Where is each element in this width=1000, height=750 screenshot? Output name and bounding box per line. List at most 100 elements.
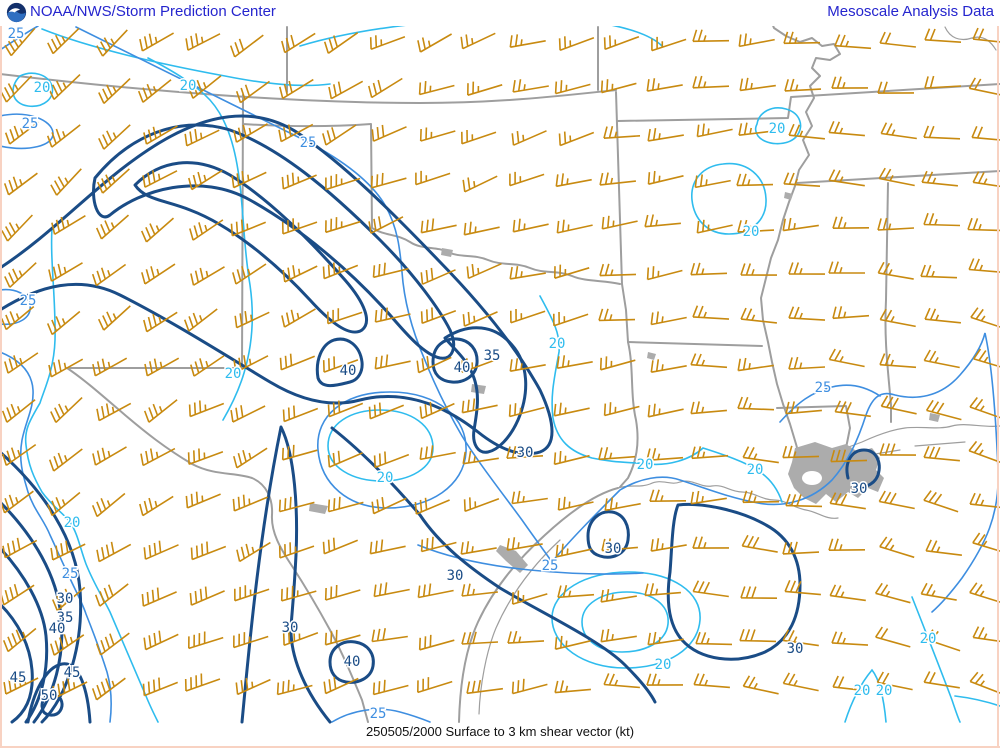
wind-barb xyxy=(553,450,590,466)
wind-barb xyxy=(694,174,731,189)
wind-barb xyxy=(460,358,497,373)
wind-barb xyxy=(418,634,455,651)
wind-barb xyxy=(828,261,865,274)
urban-okc xyxy=(441,248,453,257)
border-red-river xyxy=(371,227,621,285)
wind-barb xyxy=(511,678,548,695)
wind-barb xyxy=(50,397,83,423)
coast-texas xyxy=(458,487,619,723)
wind-barb xyxy=(601,538,638,552)
wind-barb xyxy=(282,629,319,646)
wind-barb xyxy=(511,490,548,505)
wind-barb xyxy=(230,219,266,237)
wind-barb xyxy=(556,219,593,234)
wind-barb xyxy=(692,29,730,43)
wind-barb xyxy=(278,123,314,143)
wind-barb xyxy=(878,490,915,510)
wind-barb xyxy=(279,78,314,100)
wind-barb xyxy=(598,308,636,322)
contour-label-40: 40 xyxy=(49,621,66,637)
wind-barb xyxy=(184,673,221,692)
contour-label-25: 25 xyxy=(20,293,37,309)
wind-barb xyxy=(461,398,498,414)
contour-30 xyxy=(240,425,332,724)
wind-barb xyxy=(782,672,819,692)
wind-barb xyxy=(142,170,178,188)
wind-barb xyxy=(46,310,81,336)
wind-barb xyxy=(972,27,1000,43)
wind-barb xyxy=(420,267,456,285)
contour-20 xyxy=(844,668,887,723)
urban-shreveport xyxy=(647,352,656,360)
wind-barb xyxy=(279,353,316,371)
wind-barb xyxy=(95,214,130,240)
wind-barb xyxy=(785,401,822,415)
wind-barb xyxy=(554,635,591,650)
wind-barb xyxy=(143,311,178,333)
wind-barb xyxy=(650,359,687,373)
wind-barb xyxy=(278,542,315,559)
wind-barb xyxy=(783,172,821,187)
wind-barb xyxy=(693,673,730,689)
wind-barb xyxy=(369,539,406,555)
wind-barb xyxy=(371,124,407,142)
contour-label-30: 30 xyxy=(282,620,299,636)
wind-barb xyxy=(829,584,866,602)
wind-barb xyxy=(190,541,227,561)
wind-barb xyxy=(788,262,826,275)
wind-barb xyxy=(143,540,179,560)
wind-barb xyxy=(920,582,957,601)
wind-barb xyxy=(692,305,730,320)
wind-barb xyxy=(879,353,917,369)
wind-barb xyxy=(188,169,223,191)
wind-barb xyxy=(880,395,917,415)
contour-label-20: 20 xyxy=(854,683,871,699)
wind-barb xyxy=(782,217,819,232)
wind-barb xyxy=(831,631,869,646)
wind-barb xyxy=(830,449,868,463)
wind-barb xyxy=(46,491,81,517)
wind-barb xyxy=(923,445,960,462)
contour-label-25: 25 xyxy=(22,116,39,132)
wind-barb xyxy=(189,586,225,606)
border-mississippi-river xyxy=(760,17,841,479)
wind-barb xyxy=(325,217,361,234)
wind-barb xyxy=(647,170,684,185)
wind-barb xyxy=(374,354,411,370)
wind-barb xyxy=(879,31,916,48)
wind-barb xyxy=(371,628,408,643)
wind-barb xyxy=(276,679,313,696)
wind-barb xyxy=(739,77,776,92)
contour-30 xyxy=(586,510,630,559)
wind-barb xyxy=(2,537,38,559)
wind-barb xyxy=(647,631,684,646)
wind-barb xyxy=(695,631,733,646)
wind-barb xyxy=(278,496,315,513)
wind-barb xyxy=(558,131,595,147)
urban-san-antonio xyxy=(309,503,328,514)
frame-left xyxy=(0,26,2,748)
wind-barb xyxy=(971,125,1000,141)
wind-barb xyxy=(831,76,869,89)
wind-barb xyxy=(370,172,407,189)
wind-barb xyxy=(47,27,80,55)
wind-barb xyxy=(461,583,498,597)
contour-40 xyxy=(328,640,375,684)
contour-label-20: 20 xyxy=(920,631,937,647)
wind-barb xyxy=(877,81,915,94)
contour-45 xyxy=(26,662,92,724)
contour-label-35: 35 xyxy=(484,348,501,364)
coast-ms-al xyxy=(845,423,1000,449)
wind-barb xyxy=(282,265,318,283)
wind-barb xyxy=(506,445,544,459)
contour-label-20: 20 xyxy=(225,366,242,382)
wind-barb xyxy=(828,169,865,187)
wind-barb xyxy=(832,675,869,692)
wind-barb xyxy=(828,120,865,137)
contour-label-20: 20 xyxy=(549,336,566,352)
border-tx-la-sabine xyxy=(619,283,639,488)
contour-25 xyxy=(75,26,999,613)
wind-barb xyxy=(738,33,775,48)
wind-barb xyxy=(190,266,225,286)
